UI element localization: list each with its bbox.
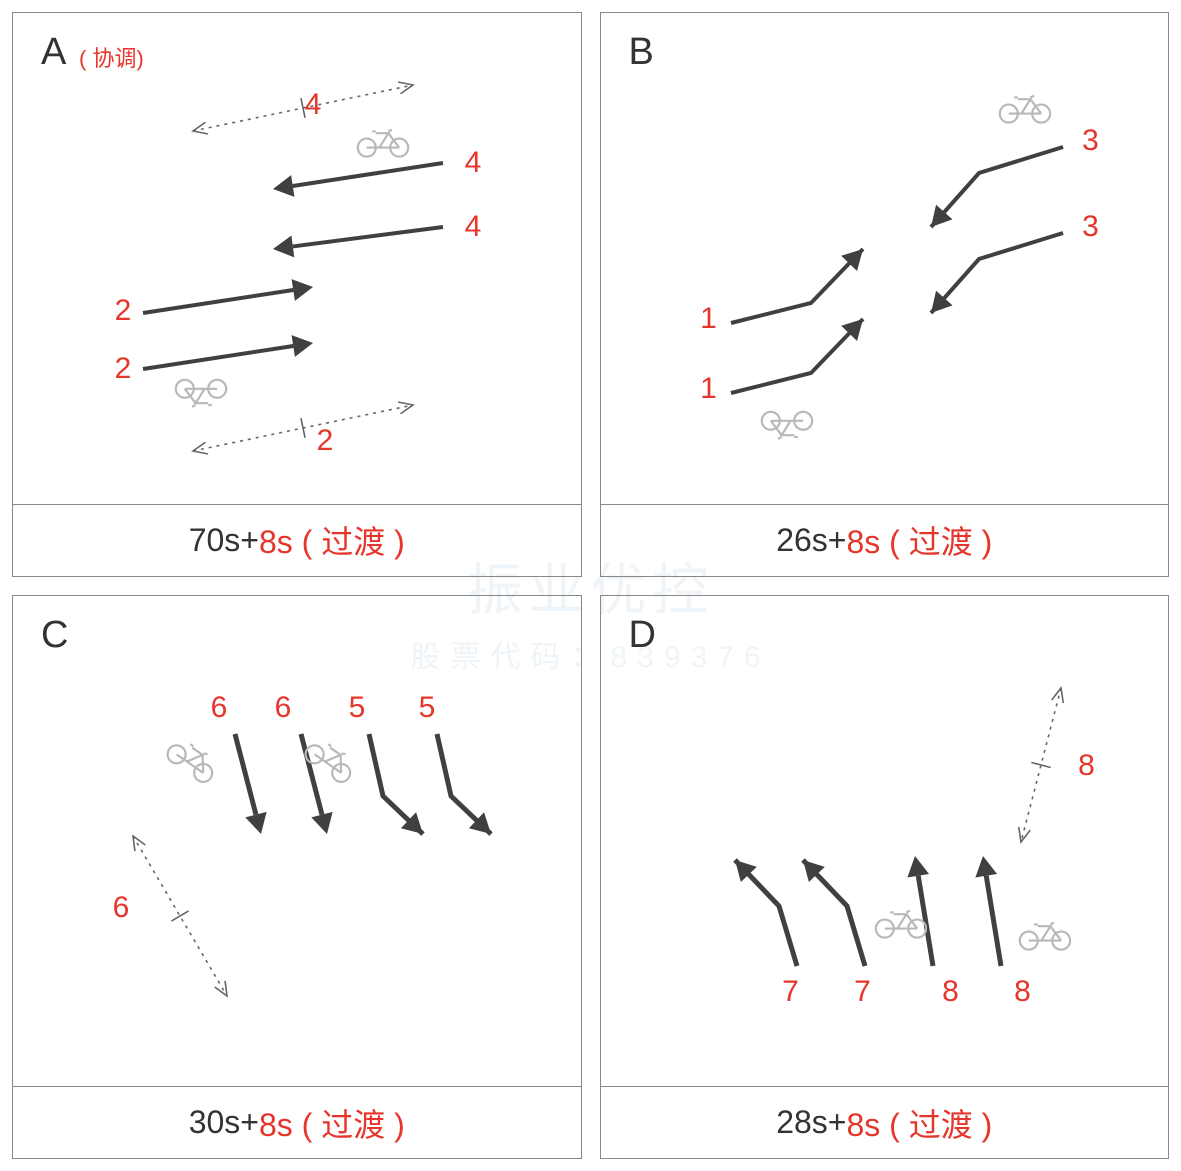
panel-B-caption-plain: 26s+ bbox=[776, 522, 846, 559]
panel-B-caption: 26s+8s ( 过渡 ) bbox=[601, 504, 1169, 576]
phase-number: 5 bbox=[419, 691, 436, 725]
panel-A-caption: 70s+8s ( 过渡 ) bbox=[13, 504, 581, 576]
panel-C-caption-red: 8s ( 过渡 ) bbox=[259, 1100, 405, 1146]
bicycle-icon bbox=[760, 410, 814, 444]
phase-number: 1 bbox=[700, 302, 717, 336]
phase-number: 6 bbox=[275, 691, 292, 725]
bicycle-icon bbox=[304, 743, 358, 777]
phase-number: 4 bbox=[465, 210, 482, 244]
panel-B-caption-red: 8s ( 过渡 ) bbox=[846, 517, 992, 563]
phase-number: 6 bbox=[113, 891, 130, 925]
phase-number: 3 bbox=[1082, 210, 1099, 244]
phase-number: 2 bbox=[115, 352, 132, 386]
panel-C-body: C 66556 bbox=[13, 596, 581, 1087]
bicycle-icon bbox=[174, 378, 228, 412]
panel-A-body: A ( 协调) 444222 bbox=[13, 13, 581, 504]
panel-A: A ( 协调) 444222 70s+8s ( 过渡 ) bbox=[12, 12, 582, 577]
phase-number: 6 bbox=[211, 691, 228, 725]
panel-C-caption-plain: 30s+ bbox=[189, 1104, 259, 1141]
panel-B-body: B 3311 bbox=[601, 13, 1169, 504]
panel-A-caption-plain: 70s+ bbox=[189, 522, 259, 559]
panel-C: C 66556 30s+8s ( 过渡 ) bbox=[12, 595, 582, 1160]
panel-A-caption-red: 8s ( 过渡 ) bbox=[259, 517, 405, 563]
bicycle-icon bbox=[166, 743, 220, 777]
phase-number: 2 bbox=[317, 424, 334, 458]
phase-number: 2 bbox=[115, 294, 132, 328]
bicycle-icon bbox=[998, 92, 1052, 126]
panel-C-caption: 30s+8s ( 过渡 ) bbox=[13, 1086, 581, 1158]
phase-number: 7 bbox=[782, 975, 799, 1009]
phase-number: 8 bbox=[942, 975, 959, 1009]
panel-B: B 3311 26s+8s ( 过渡 ) bbox=[600, 12, 1170, 577]
panel-D-caption: 28s+8s ( 过渡 ) bbox=[601, 1086, 1169, 1158]
phase-number: 1 bbox=[700, 372, 717, 406]
phase-number: 8 bbox=[1078, 749, 1095, 783]
panel-D-caption-red: 8s ( 过渡 ) bbox=[846, 1100, 992, 1146]
bicycle-icon bbox=[356, 126, 410, 160]
phase-number: 8 bbox=[1014, 975, 1031, 1009]
bicycle-icon bbox=[1018, 919, 1072, 953]
panel-grid: A ( 协调) 444222 70s+8s ( 过渡 ) B bbox=[0, 0, 1181, 1171]
bicycle-icon bbox=[874, 907, 928, 941]
panel-D: D 87788 28s+8s ( 过渡 ) bbox=[600, 595, 1170, 1160]
phase-number: 3 bbox=[1082, 124, 1099, 158]
phase-number: 7 bbox=[854, 975, 871, 1009]
panel-D-caption-plain: 28s+ bbox=[776, 1104, 846, 1141]
phase-number: 4 bbox=[305, 88, 322, 122]
panel-D-body: D 87788 bbox=[601, 596, 1169, 1087]
phase-number: 4 bbox=[465, 146, 482, 180]
phase-number: 5 bbox=[349, 691, 366, 725]
